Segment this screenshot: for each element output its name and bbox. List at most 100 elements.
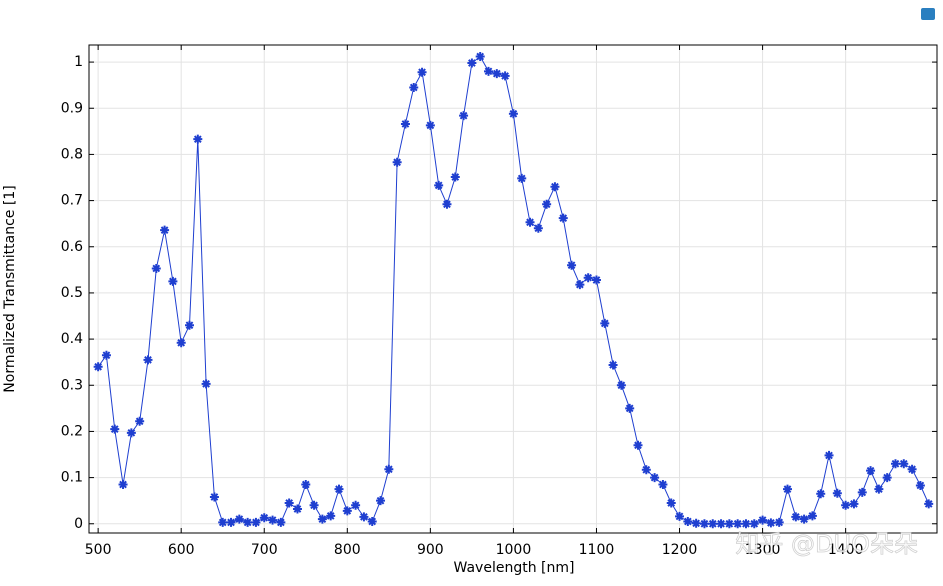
data-marker xyxy=(758,515,768,525)
y-tick-label: 0.2 xyxy=(61,423,83,439)
data-marker xyxy=(334,484,344,494)
data-marker xyxy=(243,517,253,527)
data-marker xyxy=(542,199,552,209)
data-marker xyxy=(101,350,111,360)
data-marker xyxy=(135,416,145,426)
data-marker xyxy=(209,492,219,502)
y-tick-label: 0.5 xyxy=(61,285,83,301)
data-marker xyxy=(824,450,834,460)
data-marker xyxy=(442,199,452,209)
data-marker xyxy=(882,473,892,483)
data-marker xyxy=(783,484,792,494)
data-marker xyxy=(724,519,734,529)
data-marker xyxy=(558,213,568,223)
data-marker xyxy=(376,496,386,506)
data-marker xyxy=(351,500,361,510)
y-tick-label: 0.3 xyxy=(61,377,83,393)
data-marker xyxy=(799,514,809,524)
data-marker xyxy=(384,464,394,474)
data-marker xyxy=(93,362,103,372)
data-marker xyxy=(126,428,136,438)
y-tick-label: 0.4 xyxy=(61,331,83,347)
data-marker xyxy=(151,263,161,273)
data-marker xyxy=(234,514,244,524)
data-marker xyxy=(118,480,128,490)
data-marker xyxy=(467,58,477,68)
data-marker xyxy=(184,320,194,330)
data-marker xyxy=(857,487,867,497)
watermark: 知乎 @DUO朵朵 xyxy=(735,530,918,558)
data-marker xyxy=(741,519,751,529)
data-marker xyxy=(907,464,917,474)
data-marker xyxy=(193,134,203,144)
data-marker xyxy=(276,517,286,527)
data-marker xyxy=(533,223,543,233)
data-marker xyxy=(583,273,593,283)
data-marker xyxy=(251,517,261,527)
data-marker xyxy=(326,511,336,521)
data-marker xyxy=(425,120,435,130)
data-marker xyxy=(749,519,759,529)
data-marker xyxy=(301,480,311,490)
data-marker xyxy=(550,182,560,192)
data-marker xyxy=(292,504,302,514)
data-marker xyxy=(110,424,120,434)
data-marker xyxy=(899,459,909,469)
data-marker xyxy=(459,111,469,121)
data-marker xyxy=(342,506,352,516)
data-marker xyxy=(774,517,784,527)
data-marker xyxy=(816,489,826,499)
x-tick-label: 600 xyxy=(168,542,195,558)
data-marker xyxy=(832,488,842,498)
data-marker xyxy=(508,109,518,119)
data-marker xyxy=(475,52,485,62)
data-marker xyxy=(849,499,859,509)
data-marker xyxy=(517,173,527,183)
data-marker xyxy=(658,480,668,490)
data-marker xyxy=(226,517,236,527)
plot-frame xyxy=(88,44,938,534)
data-marker xyxy=(500,71,510,81)
x-tick-label: 700 xyxy=(251,542,278,558)
x-tick-label: 900 xyxy=(417,542,444,558)
toolbar-icon[interactable] xyxy=(921,8,935,20)
data-marker xyxy=(367,516,377,526)
data-marker xyxy=(600,318,610,328)
data-marker xyxy=(309,500,319,510)
data-marker xyxy=(807,511,817,521)
data-marker xyxy=(608,360,618,370)
y-tick-label: 0.7 xyxy=(61,193,83,209)
x-tick-label: 1000 xyxy=(496,542,532,558)
data-marker xyxy=(359,512,369,522)
data-marker xyxy=(633,440,643,450)
data-marker xyxy=(591,275,601,285)
data-marker xyxy=(160,225,170,235)
y-axis-label: Normalized Transmittance [1] xyxy=(2,185,18,392)
x-tick-label: 1200 xyxy=(662,542,698,558)
data-marker xyxy=(699,519,709,529)
data-marker xyxy=(218,517,228,527)
data-marker xyxy=(317,514,327,524)
data-marker xyxy=(616,380,626,390)
data-marker xyxy=(874,484,884,494)
data-marker xyxy=(434,180,444,190)
x-axis-label: Wavelength [nm] xyxy=(454,560,575,576)
data-marker xyxy=(483,66,493,76)
data-marker xyxy=(625,403,635,413)
data-marker xyxy=(708,519,718,529)
data-marker xyxy=(284,498,294,508)
y-tick-label: 1 xyxy=(74,54,83,70)
data-marker xyxy=(168,276,178,286)
data-marker xyxy=(791,512,801,522)
data-marker xyxy=(392,157,402,167)
data-marker xyxy=(841,500,851,510)
x-tick-label: 500 xyxy=(85,542,112,558)
data-marker xyxy=(567,260,577,270)
data-marker xyxy=(417,67,427,77)
data-marker xyxy=(650,473,660,483)
x-tick-label: 1400 xyxy=(828,542,864,558)
data-marker xyxy=(268,515,278,525)
data-marker xyxy=(890,459,900,469)
data-marker xyxy=(400,119,410,129)
